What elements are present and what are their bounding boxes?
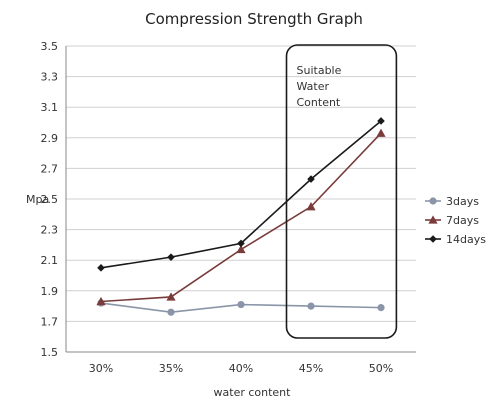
x-tick-label: 45% (299, 362, 323, 375)
series-14days (97, 117, 385, 272)
series-3days (97, 299, 385, 316)
annotation-text: Suitable (297, 64, 342, 77)
chart-title: Compression Strength Graph (145, 10, 363, 28)
y-tick-label: 2.1 (41, 254, 59, 267)
legend-label: 7days (446, 214, 479, 227)
y-tick-labels: 1.5 1.7 1.9 2.1 2.3 2.5 2.7 2.9 3.1 3.3 3.5 (41, 40, 59, 359)
annotation-text: Content (297, 96, 341, 109)
data-point-14days (97, 264, 105, 272)
legend-marker (428, 215, 438, 224)
y-tick-label: 3.5 (41, 40, 59, 53)
y-tick-label: 1.7 (41, 315, 59, 328)
legend-item-3days: 3days (425, 195, 479, 208)
y-tick-label: 1.5 (41, 346, 59, 359)
y-tick-label: 3.1 (41, 101, 59, 114)
suitable-range-box: Suitable Water Content (285, 44, 398, 339)
x-tick-label: 40% (229, 362, 253, 375)
data-point-3days (307, 302, 315, 310)
data-point-7days (306, 202, 316, 211)
data-point-14days (377, 117, 385, 125)
data-point-7days (376, 128, 386, 137)
data-point-7days (96, 296, 106, 306)
suitable-range-rect (285, 44, 398, 339)
x-tick-label: 35% (159, 362, 183, 375)
y-tick-label: 2.7 (41, 162, 59, 175)
legend-label: 14days (446, 233, 486, 246)
gridlines (66, 45, 416, 353)
legend-label: 3days (446, 195, 479, 208)
series-group (96, 117, 386, 316)
x-tick-label: 30% (89, 362, 113, 375)
data-point-3days (377, 304, 385, 312)
legend-marker (429, 197, 437, 205)
y-tick-label: 2.5 (41, 193, 59, 206)
data-point-14days (307, 175, 315, 183)
y-tick-label: 2.9 (41, 132, 59, 145)
legend: 3days 7days 14days (425, 195, 486, 246)
data-point-7days (166, 292, 176, 301)
x-tick-labels: 30% 35% 40% 45% 50% (89, 362, 393, 375)
legend-item-7days: 7days (425, 214, 479, 227)
data-point-7days (236, 244, 246, 254)
y-axis-label: Mpa (26, 193, 49, 206)
axes (65, 46, 416, 353)
annotation-text: Water (297, 80, 330, 93)
y-tick-label: 2.3 (41, 224, 59, 237)
data-point-3days (237, 300, 245, 309)
series-line-7days (100, 132, 382, 303)
data-point-14days (167, 253, 175, 261)
x-axis-label: water content (214, 386, 292, 399)
x-tick-label: 50% (369, 362, 393, 375)
y-tick-label: 1.9 (41, 285, 59, 298)
legend-item-14days: 14days (425, 233, 486, 246)
legend-marker (429, 235, 437, 243)
y-tick-label: 3.3 (41, 71, 59, 84)
data-point-3days (167, 308, 175, 316)
data-point-14days (237, 239, 245, 248)
series-7days (96, 128, 386, 306)
